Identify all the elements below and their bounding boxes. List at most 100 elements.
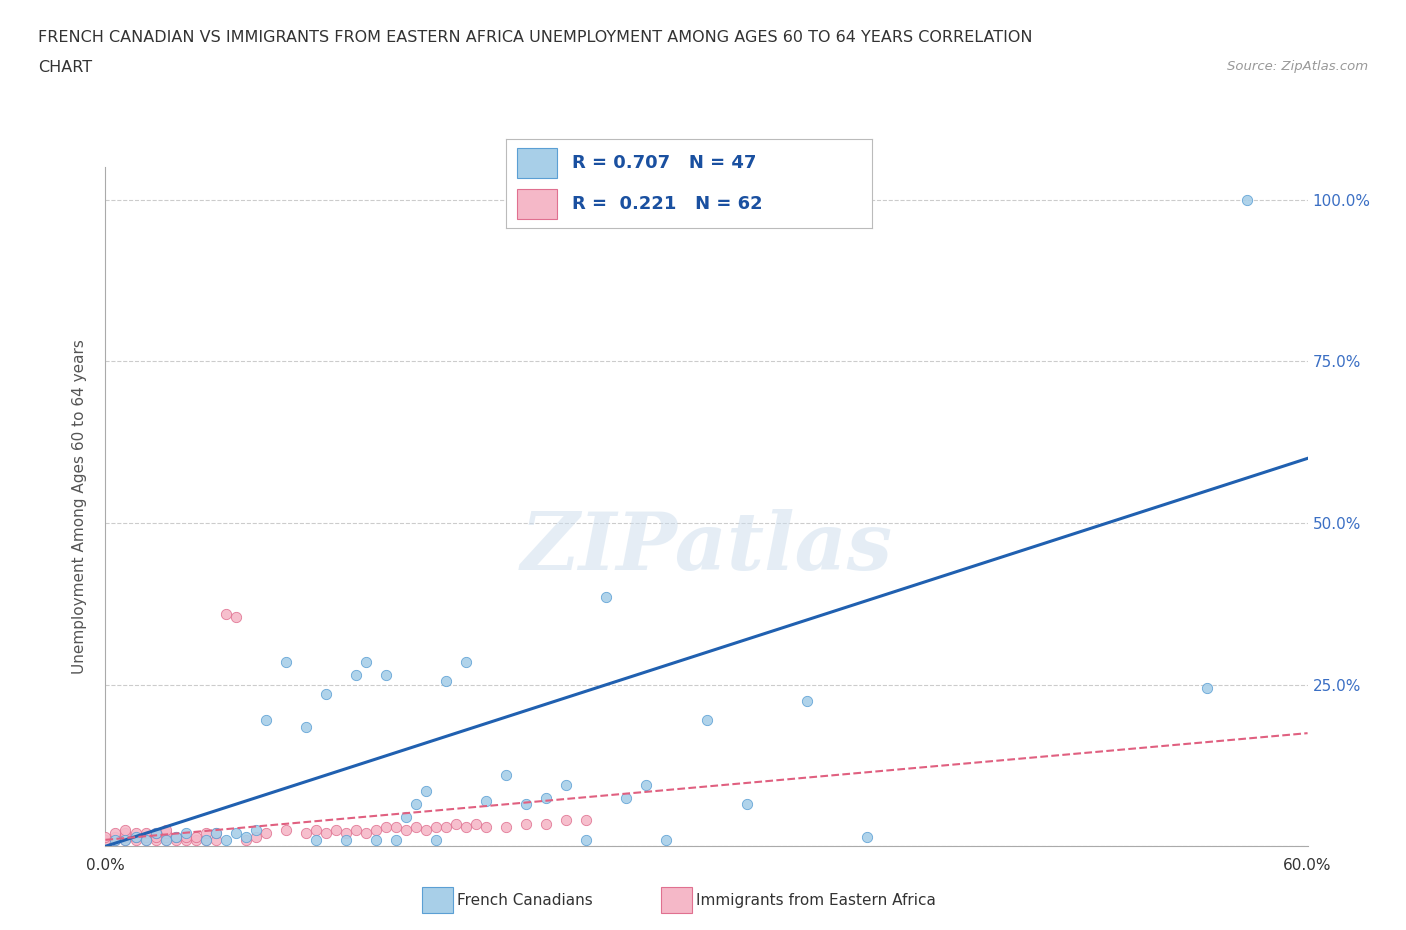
Point [385, 832, 408, 847]
Point [124, 830, 146, 844]
Point [405, 819, 427, 834]
Point [174, 830, 197, 844]
Point [636, 777, 658, 792]
Point [415, 784, 437, 799]
Point [364, 823, 387, 838]
Point [325, 823, 347, 838]
Point [425, 819, 447, 834]
Point [735, 797, 758, 812]
Point [465, 817, 488, 831]
Point [104, 832, 127, 847]
Point [1197, 681, 1219, 696]
Point [204, 826, 226, 841]
Point [174, 826, 197, 841]
Point [555, 813, 578, 828]
Point [274, 655, 297, 670]
Point [515, 817, 537, 831]
Point [155, 826, 177, 841]
Point [575, 813, 598, 828]
Point [114, 830, 136, 844]
Point [94, 832, 117, 847]
Point [344, 668, 367, 683]
Point [534, 817, 557, 831]
Point [94, 830, 117, 844]
Point [104, 832, 127, 847]
Point [124, 830, 146, 844]
Point [184, 832, 207, 847]
Point [655, 832, 678, 847]
Point [165, 832, 187, 847]
Bar [517, 149, 557, 179]
Point [145, 826, 167, 841]
Point [374, 819, 398, 834]
Point [165, 830, 187, 844]
Point [135, 826, 157, 841]
Point [395, 810, 418, 825]
Point [315, 826, 337, 841]
Bar [517, 189, 557, 219]
Point [395, 823, 418, 838]
Point [1236, 193, 1258, 207]
Point [495, 768, 517, 783]
Point [575, 832, 598, 847]
Point [454, 819, 477, 834]
Point [534, 790, 557, 805]
Point [225, 826, 247, 841]
Point [305, 823, 328, 838]
Point [425, 832, 447, 847]
Point [114, 832, 136, 847]
Point [114, 823, 136, 838]
Point [454, 655, 477, 670]
Point [434, 674, 457, 689]
Point [335, 826, 357, 841]
Point [364, 832, 387, 847]
Point [245, 823, 267, 838]
Point [155, 823, 177, 838]
Point [245, 830, 267, 844]
Point [145, 826, 167, 841]
Point [595, 590, 617, 604]
Point [104, 830, 127, 844]
Text: Immigrants from Eastern Africa: Immigrants from Eastern Africa [696, 893, 936, 908]
Point [194, 826, 217, 841]
Point [315, 687, 337, 702]
Point [295, 826, 318, 841]
Point [796, 694, 818, 709]
Point [274, 823, 297, 838]
Text: ZIPatlas: ZIPatlas [520, 509, 893, 586]
Point [855, 830, 877, 844]
Text: Source: ZipAtlas.com: Source: ZipAtlas.com [1227, 60, 1368, 73]
Point [204, 826, 226, 841]
Point [194, 832, 217, 847]
Point [204, 832, 226, 847]
Point [225, 609, 247, 624]
Point [335, 832, 357, 847]
Point [135, 832, 157, 847]
Point [124, 832, 146, 847]
Point [155, 830, 177, 844]
Point [515, 797, 537, 812]
Text: R =  0.221   N = 62: R = 0.221 N = 62 [572, 195, 762, 213]
Point [555, 777, 578, 792]
Point [165, 830, 187, 844]
Point [104, 826, 127, 841]
Point [475, 819, 498, 834]
Point [184, 830, 207, 844]
Point [155, 832, 177, 847]
Point [475, 793, 498, 808]
Point [214, 832, 236, 847]
Point [415, 823, 437, 838]
Point [405, 797, 427, 812]
Point [114, 832, 136, 847]
Point [135, 832, 157, 847]
Point [235, 832, 257, 847]
Point [194, 832, 217, 847]
Y-axis label: Unemployment Among Ages 60 to 64 years: Unemployment Among Ages 60 to 64 years [72, 339, 87, 674]
Point [305, 832, 328, 847]
Point [616, 790, 638, 805]
Text: CHART: CHART [38, 60, 91, 75]
Point [374, 668, 398, 683]
Point [354, 655, 377, 670]
Point [495, 819, 517, 834]
Point [145, 830, 167, 844]
